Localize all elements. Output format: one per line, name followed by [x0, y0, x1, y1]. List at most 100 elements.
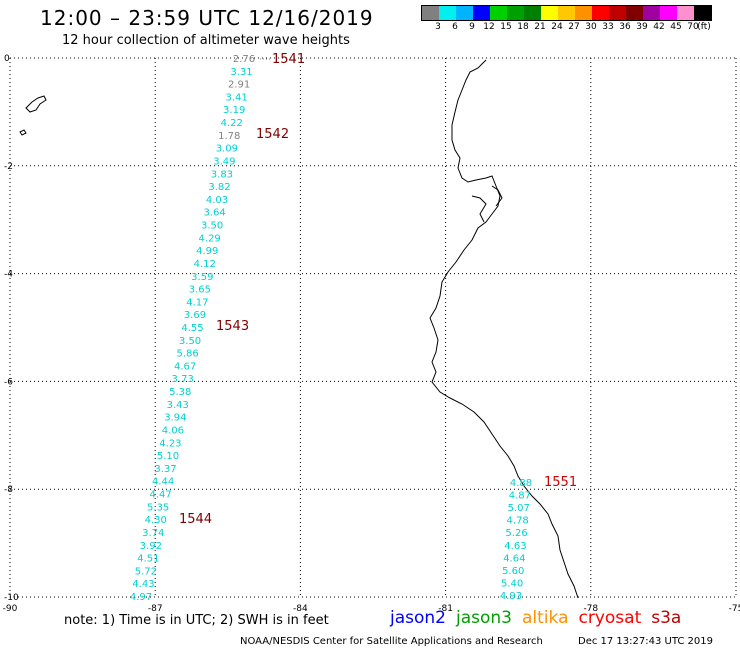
- wave-height-value: 5.38: [169, 387, 191, 398]
- wave-height-value: 4.93: [500, 591, 522, 602]
- color-scale-label: 15: [500, 22, 512, 32]
- coastline-mainland: [429, 59, 579, 599]
- wave-height-value: 4.22: [221, 118, 243, 129]
- color-scale-label: 9: [469, 22, 475, 32]
- pass-number-label: 1544: [179, 512, 212, 527]
- map-grid: [9, 57, 737, 598]
- x-tick-label: -84: [293, 604, 308, 614]
- axis-ticks: -90 -87 -84 -81 -78 -75 0 -2 -4 -6 -8 -10: [3, 54, 740, 614]
- color-swatch: [456, 6, 473, 20]
- color-swatch: [694, 6, 711, 20]
- legend-item-altika: altika: [522, 608, 569, 628]
- wave-height-value: 5.10: [157, 451, 179, 462]
- wave-height-value: 3.64: [203, 208, 225, 219]
- color-swatch: [473, 6, 490, 20]
- color-scale-label: 33: [602, 22, 614, 32]
- satellite-legend: jason2 jason3 altika cryosat s3a: [390, 608, 681, 628]
- wave-height-value: 3.37: [154, 464, 176, 475]
- y-tick-label: -2: [4, 162, 13, 172]
- wave-height-value: 3.31: [230, 67, 252, 78]
- wave-height-value: 4.44: [152, 477, 174, 488]
- island-large: [25, 95, 47, 113]
- wave-height-value: 5.40: [501, 578, 523, 589]
- wave-height-value: 3.09: [216, 144, 238, 155]
- color-swatch: [609, 6, 626, 20]
- island-small: [19, 129, 27, 136]
- wave-height-value: 4.06: [162, 425, 184, 436]
- color-swatch: [626, 6, 643, 20]
- color-scale-label: 30: [585, 22, 597, 32]
- color-swatch: [524, 6, 541, 20]
- page-title: 12:00 – 23:59 UTC 12/16/2019: [40, 6, 374, 30]
- color-swatch: [422, 6, 439, 20]
- generation-timestamp: Dec 17 13:27:43 UTC 2019: [578, 636, 713, 647]
- color-scale-label: 6: [452, 22, 458, 32]
- legend-item-s3a: s3a: [651, 608, 682, 628]
- color-scale-label: 36: [619, 22, 631, 32]
- x-tick-label: -87: [148, 604, 163, 614]
- color-scale-label: 12: [483, 22, 495, 32]
- wave-height-value: 4.12: [194, 259, 216, 270]
- color-scale-label: 70: [687, 22, 699, 32]
- wave-height-value: 4.97: [130, 592, 152, 603]
- x-tick-label: -90: [3, 604, 18, 614]
- color-scale-label: 21: [534, 22, 546, 32]
- wave-height-value: 3.83: [211, 169, 233, 180]
- wave-height-value: 3.92: [140, 541, 162, 552]
- color-scale-label: 18: [517, 22, 529, 32]
- wave-height-value: 5.35: [147, 502, 169, 513]
- y-tick-label: -10: [4, 593, 19, 603]
- legend-item-jason2: jason2: [390, 608, 446, 628]
- coastline-gulf-inlet: [471, 185, 503, 223]
- color-swatch: [643, 6, 660, 20]
- color-scale-label: 3: [435, 22, 441, 32]
- pass-number-label: 1543: [216, 319, 249, 334]
- x-tick-label: -78: [583, 604, 598, 614]
- wave-height-value: 5.72: [135, 566, 157, 577]
- color-swatch: [660, 6, 677, 20]
- footer-note: note: 1) Time is in UTC; 2) SWH is in fe…: [64, 613, 329, 628]
- y-tick-label: 0: [4, 54, 10, 64]
- wave-height-value: 3.50: [179, 336, 201, 347]
- wave-height-value: 1.78: [218, 131, 240, 142]
- wave-height-value: 3.74: [142, 528, 164, 539]
- wave-height-value: 4.67: [174, 361, 196, 372]
- color-scale-label: 39: [636, 22, 648, 32]
- wave-height-value: 5.07: [508, 503, 530, 514]
- wave-height-value: 4.88: [510, 478, 532, 489]
- x-tick-label: -81: [438, 604, 453, 614]
- wave-height-value: 5.60: [502, 566, 524, 577]
- wave-height-value: 4.55: [181, 323, 203, 334]
- wave-height-value: 4.03: [206, 195, 228, 206]
- wave-height-value: 4.23: [159, 438, 181, 449]
- wave-height-value: 4.64: [503, 553, 525, 564]
- wave-height-value: 3.73: [172, 374, 194, 385]
- color-scale-bar: [421, 5, 712, 21]
- pass-labels: 1541 1542 1543 1544 1551: [179, 52, 577, 527]
- color-swatch: [575, 6, 592, 20]
- wave-height-value: 3.50: [201, 221, 223, 232]
- wave-height-value: 2.91: [228, 80, 250, 91]
- wave-height-value: 4.63: [504, 541, 526, 552]
- wave-height-value: 5.86: [176, 349, 198, 360]
- wave-height-value: 4.99: [196, 246, 218, 257]
- page-subtitle: 12 hour collection of altimeter wave hei…: [62, 33, 350, 48]
- color-swatch: [439, 6, 456, 20]
- wave-height-value: 4.30: [145, 515, 167, 526]
- wave-height-value: 3.19: [223, 105, 245, 116]
- legend-item-jason3: jason3: [456, 608, 512, 628]
- wave-height-value: 5.26: [505, 528, 527, 539]
- wave-height-value: 4.47: [149, 490, 171, 501]
- coastline: [19, 59, 579, 599]
- pass-number-label: 1541: [272, 52, 305, 67]
- wave-height-value: 4.87: [509, 491, 531, 502]
- wave-height-value: 2.76: [233, 54, 255, 65]
- pass-number-label: 1542: [256, 127, 289, 142]
- wave-height-value: 3.82: [208, 182, 230, 193]
- color-scale-label: 24: [551, 22, 563, 32]
- color-swatch: [541, 6, 558, 20]
- pass-number-label: 1551: [544, 475, 577, 490]
- wave-height-value: 3.43: [167, 400, 189, 411]
- wave-height-value: 3.69: [184, 310, 206, 321]
